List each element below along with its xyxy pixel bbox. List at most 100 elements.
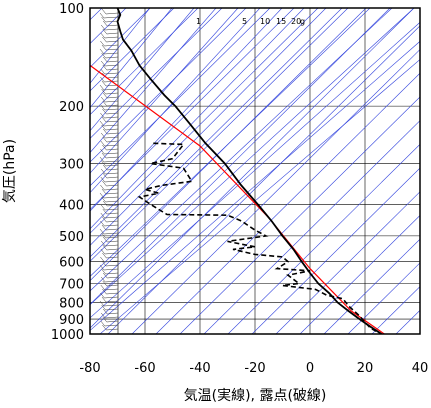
adiabat-line (90, 8, 151, 84)
wind-barb-flag (99, 12, 105, 19)
wind-barb (105, 100, 119, 103)
wind-barb (107, 276, 119, 279)
wind-barb-flag (101, 152, 107, 159)
x-tick-label: -40 (189, 361, 210, 376)
wind-barb-flag (101, 80, 107, 87)
y-axis-title: 気圧(hPa) (2, 139, 18, 203)
wind-barb (104, 36, 119, 39)
wind-barb-flag (102, 144, 107, 151)
mixing-ratio-lines (90, 8, 420, 334)
wind-barb-flag (100, 248, 105, 255)
adiabat-line (90, 8, 349, 262)
wind-barb (104, 180, 119, 183)
wind-barb-flag (100, 148, 105, 155)
wind-barb (104, 188, 119, 191)
wind-barb-flag (103, 128, 108, 135)
y-tick-label: 500 (59, 230, 84, 245)
wind-barb-flag (102, 244, 107, 251)
wind-barb (105, 28, 119, 31)
wind-barb-flag (101, 188, 107, 195)
wind-barb (106, 248, 119, 251)
isotherm-line (155, 72, 420, 334)
wind-barb-flag (101, 124, 106, 131)
wind-barb (105, 308, 119, 311)
wind-barb-flag (100, 140, 105, 147)
wind-barb (103, 304, 119, 307)
wind-barb-flag (103, 308, 108, 315)
wind-barb-flag (102, 28, 107, 35)
wind-barb-flag (102, 172, 107, 179)
wind-barb (106, 40, 119, 43)
isotherm-line (299, 215, 420, 334)
wind-barb (106, 104, 119, 107)
wind-barb-flag (101, 44, 107, 51)
adiabat-line (90, 8, 393, 292)
isotherm-line (90, 8, 175, 92)
wind-barb (103, 16, 119, 19)
wind-barb (107, 132, 119, 135)
adiabat-line (90, 8, 195, 132)
wind-barb (105, 120, 119, 123)
wind-barb (104, 44, 119, 47)
x-tick-label: -80 (79, 361, 100, 376)
wind-barb-flag (102, 180, 107, 187)
x-axis-title: 気温(実線), 露点(破線) (184, 388, 327, 404)
wind-barb-flag (102, 64, 107, 71)
y-tick-label: 300 (59, 158, 84, 173)
wind-barb-flag (103, 164, 108, 171)
wind-barbs (99, 8, 119, 334)
wind-barb (106, 184, 119, 187)
mixing-ratio-label: g (300, 17, 305, 26)
wind-barb-flag (101, 16, 106, 23)
isotherm-line (90, 8, 367, 282)
wind-barb (104, 72, 119, 75)
wind-barb-flag (99, 120, 105, 127)
wind-barb (105, 164, 119, 167)
wind-barb (104, 144, 119, 147)
wind-barb-flag (103, 20, 108, 27)
wind-barb-flag (101, 168, 106, 175)
wind-barb (107, 24, 119, 27)
wind-barb (103, 196, 119, 199)
wind-barb (106, 328, 119, 331)
isotherm-line (90, 8, 415, 329)
adiabat-line (90, 21, 420, 319)
wind-barb-flag (101, 204, 106, 211)
mixing-ratio-label: 20 (291, 17, 301, 26)
wind-barb (105, 56, 119, 59)
y-tick-label: 1000 (51, 328, 84, 343)
x-tick-label: -20 (244, 361, 265, 376)
wind-barb-flag (101, 8, 107, 15)
wind-barb-flag (102, 136, 107, 143)
y-tick-label: 700 (59, 278, 84, 293)
wind-barb (104, 288, 119, 291)
wind-barb (104, 108, 119, 111)
wind-barb-flag (102, 108, 107, 115)
adiabat-line (90, 8, 283, 212)
wind-barb-flag (100, 104, 105, 111)
wind-barb-flag (100, 40, 105, 47)
wind-barb (105, 128, 119, 131)
wind-barb-flag (101, 60, 106, 67)
mixing-ratio-labels: 1 5 10 15 20g (196, 17, 305, 26)
isotherm-line (90, 8, 295, 210)
wind-barb-flag (100, 112, 105, 119)
wind-barb (105, 172, 119, 175)
wind-barb-flag (101, 24, 106, 31)
wind-barb-flag (100, 184, 105, 191)
mixing-ratio-label: 15 (276, 17, 286, 26)
isotherm-line (90, 8, 199, 116)
wind-barb-flag (101, 132, 106, 139)
wind-barb-flag (102, 280, 107, 287)
wind-barb (105, 92, 119, 95)
wind-barb (105, 228, 119, 231)
wind-barb-flag (100, 212, 105, 219)
wind-barb-flag (99, 228, 105, 235)
wind-barb (105, 136, 119, 139)
wind-barb (106, 220, 119, 223)
mixing-ratio-label: 1 (196, 17, 201, 26)
wind-barb-flag (101, 196, 106, 203)
wind-barb (103, 88, 119, 91)
wind-barb (106, 140, 119, 143)
